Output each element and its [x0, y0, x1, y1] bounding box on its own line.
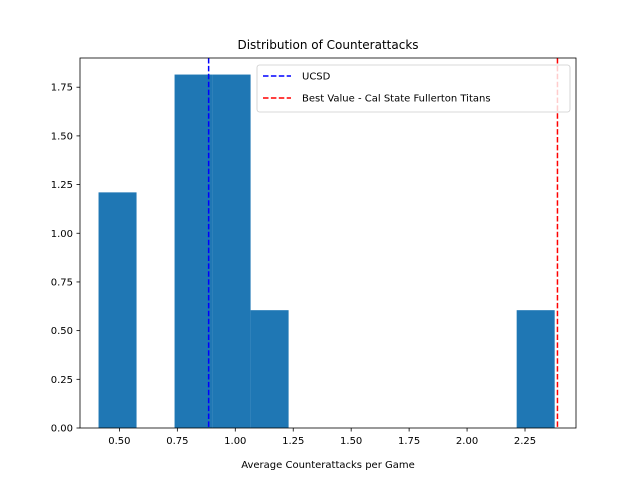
reference-lines-group — [207, 58, 559, 428]
x-tick-label: 1.00 — [224, 436, 246, 447]
legend-box — [256, 64, 571, 113]
histogram-bar-4 — [250, 310, 289, 428]
y-tick-label: 1.75 — [51, 83, 73, 94]
histogram-bar-3 — [212, 74, 251, 429]
y-tick-label: 1.25 — [51, 180, 73, 191]
legend: UCSD Best Value - Cal State Fullerton Tit… — [256, 64, 571, 113]
x-tick-label: 2.00 — [456, 436, 478, 447]
chart-title: Distribution of Counterattacks — [237, 38, 418, 52]
bars-group — [98, 74, 555, 429]
plot-frame — [79, 57, 577, 429]
y-tick-label: 1.50 — [51, 131, 73, 142]
y-axis-ticks: 0.00 0.25 0.50 0.75 1.00 1.25 1.50 1.75 — [51, 83, 80, 435]
y-tick-label: 1.00 — [51, 229, 73, 240]
x-tick-label: 2.25 — [514, 436, 536, 447]
histogram-bar-2 — [174, 74, 213, 429]
y-tick-label: 0.75 — [51, 277, 73, 288]
histogram-bar-11 — [516, 310, 555, 428]
x-tick-label: 1.50 — [340, 436, 362, 447]
legend-label-1: Best Value - Cal State Fullerton Titans — [302, 94, 491, 105]
y-tick-label: 0.25 — [51, 375, 73, 386]
histogram-bar-0 — [98, 192, 137, 428]
x-axis-ticks: 0.50 0.75 1.00 1.25 1.50 1.75 2.00 2.25 — [108, 428, 536, 447]
x-tick-label: 1.75 — [398, 436, 420, 447]
y-tick-label: 0.00 — [51, 424, 73, 435]
x-tick-label: 1.25 — [282, 436, 304, 447]
x-axis-label: Average Counterattacks per Game — [241, 460, 415, 471]
y-tick-label: 0.50 — [51, 326, 73, 337]
x-tick-label: 0.75 — [166, 436, 188, 447]
x-tick-label: 0.50 — [108, 436, 130, 447]
legend-label-0: UCSD — [302, 72, 331, 83]
